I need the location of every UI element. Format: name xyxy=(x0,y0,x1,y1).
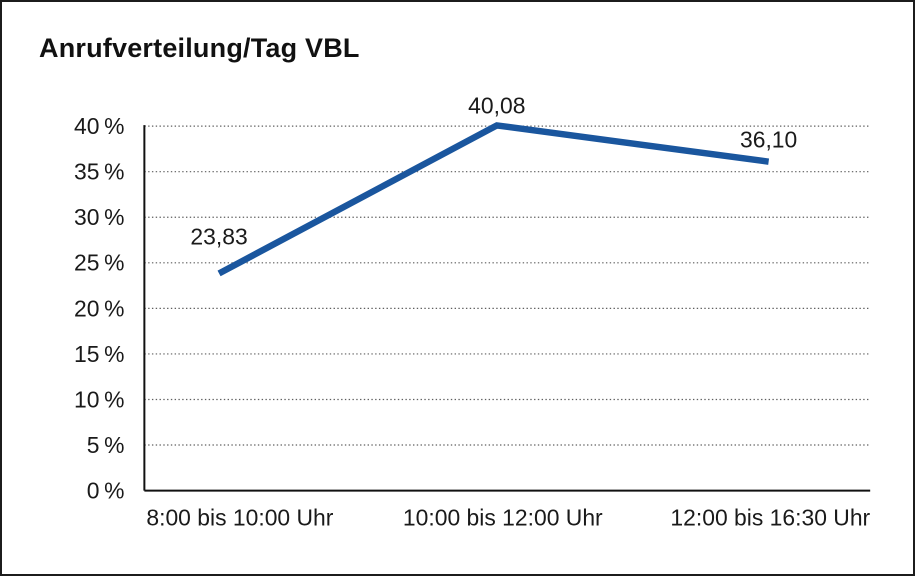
y-tick-label: 15 % xyxy=(74,341,124,367)
y-tick-label: 40 % xyxy=(74,113,124,139)
y-tick-label: 35 % xyxy=(74,159,124,185)
data-line xyxy=(217,122,770,277)
y-tick-label: 5 % xyxy=(87,432,125,458)
y-tick-label: 10 % xyxy=(74,386,124,412)
data-label: 23,83 xyxy=(190,224,247,250)
x-category-label: 10:00 bis 12:00 Uhr xyxy=(403,504,603,530)
chart-title: Anrufverteilung/Tag VBL xyxy=(39,33,360,63)
y-tick-label: 30 % xyxy=(74,204,124,230)
y-tick-label: 20 % xyxy=(74,295,124,321)
data-label: 36,10 xyxy=(740,127,797,153)
x-category-label: 8:00 bis 10:00 Uhr xyxy=(146,504,333,530)
y-tick-label: 0 % xyxy=(87,478,125,504)
y-tick-label: 25 % xyxy=(74,250,124,276)
data-label: 40,08 xyxy=(468,93,525,119)
x-category-label: 12:00 bis 16:30 Uhr xyxy=(670,504,870,530)
